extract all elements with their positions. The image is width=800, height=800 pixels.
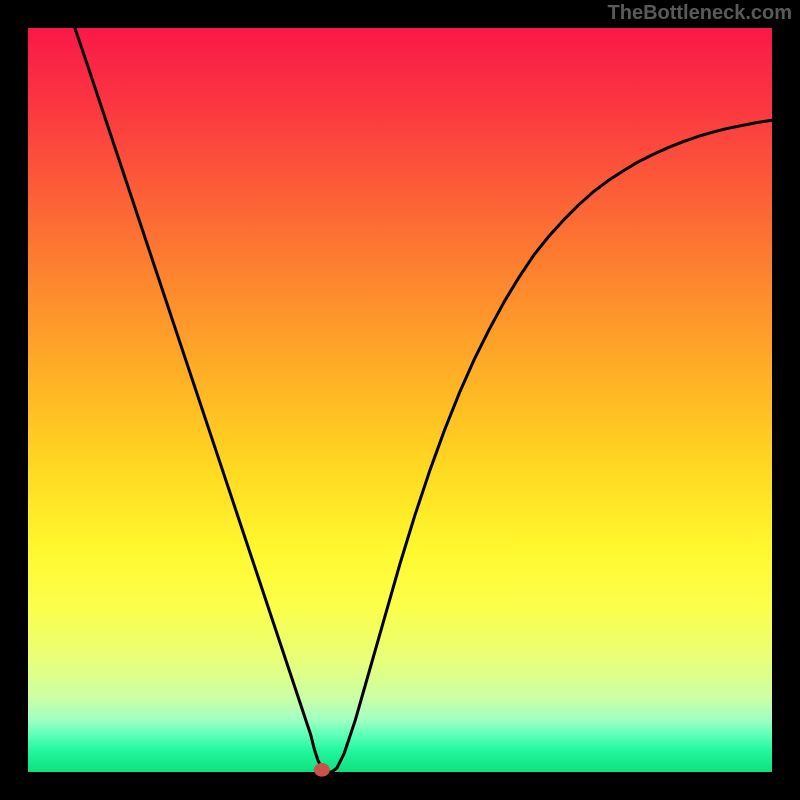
bottleneck-chart: [0, 0, 800, 800]
chart-container: TheBottleneck.com: [0, 0, 800, 800]
optimal-point-marker: [314, 763, 330, 777]
watermark-text: TheBottleneck.com: [608, 2, 792, 25]
plot-background: [28, 28, 772, 772]
